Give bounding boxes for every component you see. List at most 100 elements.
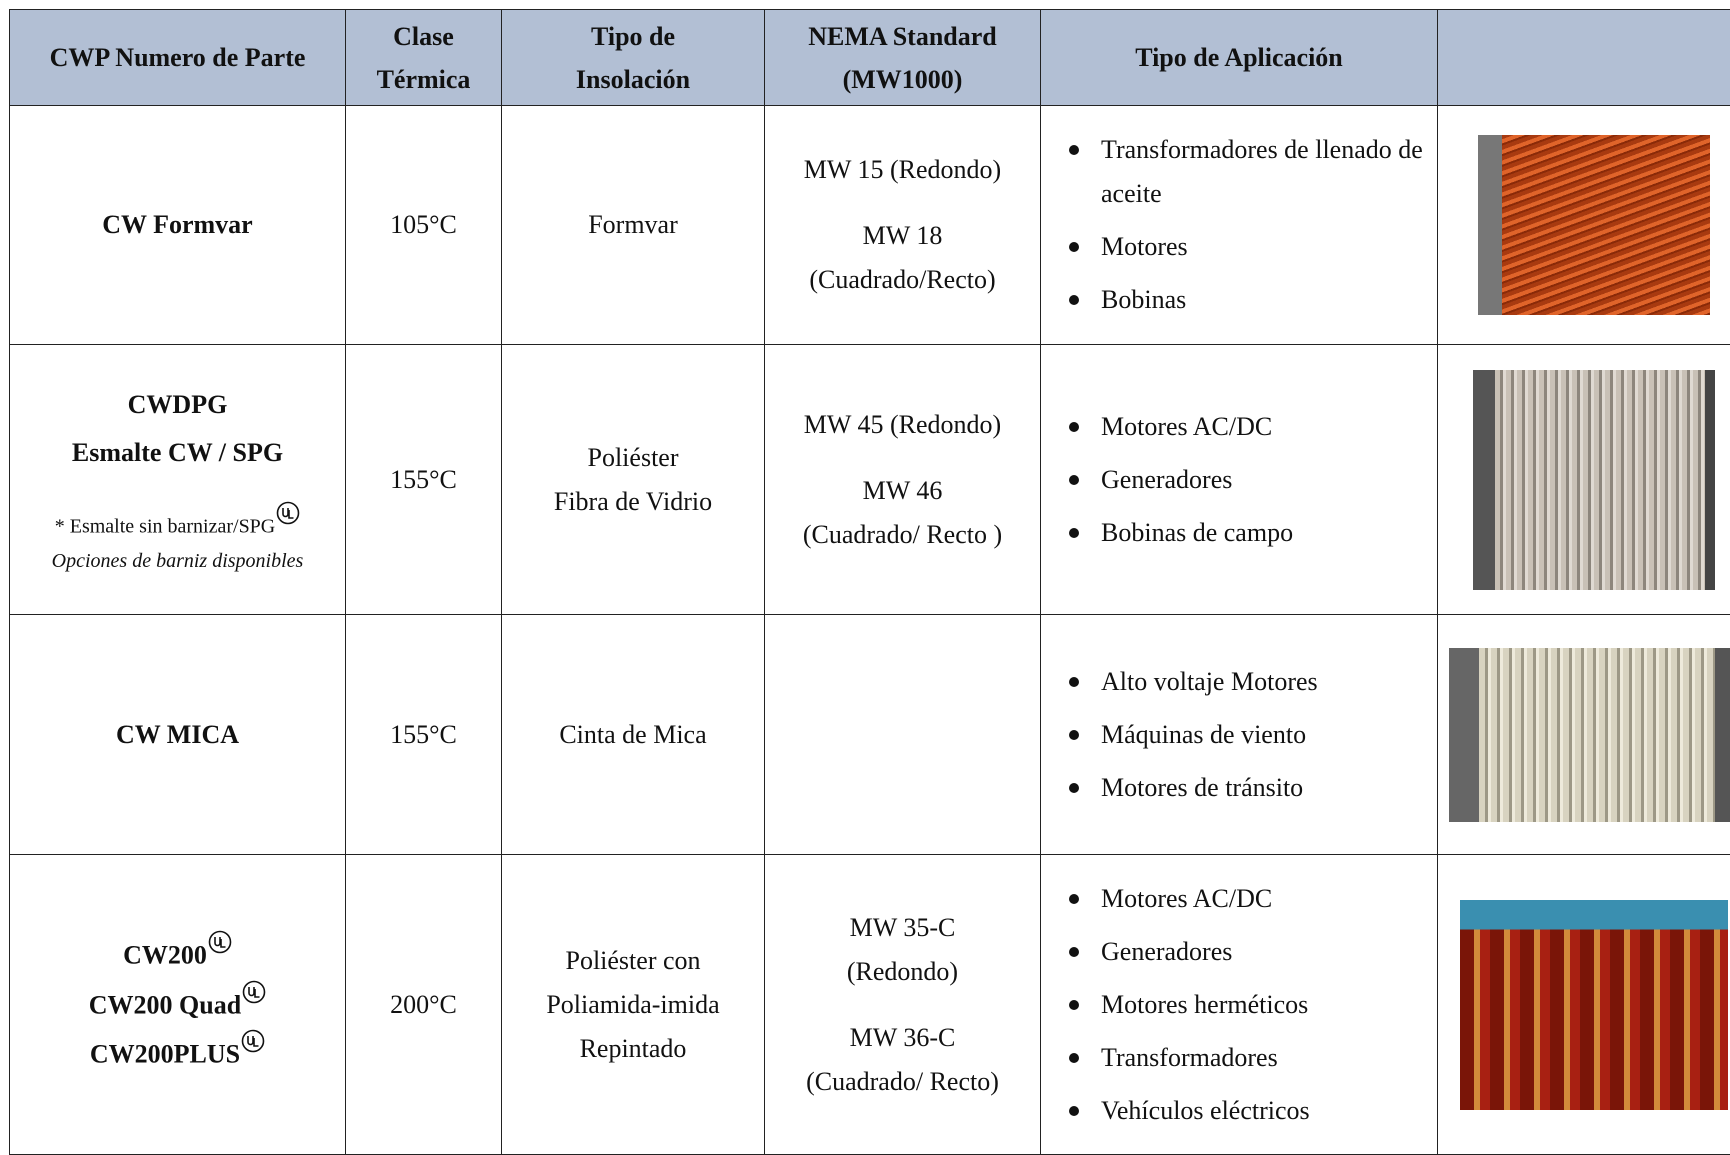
note-text: Opciones de barniz disponibles	[52, 550, 304, 572]
part-name: CW MICA	[116, 720, 239, 749]
application-item: Bobinas	[1069, 278, 1437, 322]
part-line: CW MICA	[10, 711, 345, 759]
photo-cell	[1438, 345, 1730, 615]
nema-line: (Cuadrado/Recto)	[765, 258, 1040, 302]
application-list: Transformadores de llenado de aceite Moto…	[1041, 128, 1437, 322]
header-text: Tipo de Aplicación	[1041, 36, 1437, 79]
application-item: Máquinas de viento	[1069, 713, 1437, 757]
thermal-class: 155°C	[346, 615, 502, 855]
ul-mark	[241, 1029, 265, 1053]
header-cell	[1438, 10, 1730, 106]
wire-photo	[1449, 648, 1730, 822]
header-text: Clase	[346, 15, 501, 58]
part-cell: CW Formvar	[10, 106, 346, 345]
header-cell: CWP Numero de Parte	[10, 10, 346, 106]
nema-group: MW 35-C(Redondo)	[765, 906, 1040, 994]
nema-group: MW 18(Cuadrado/Recto)	[765, 214, 1040, 302]
application-item: Motores AC/DC	[1069, 877, 1437, 921]
header-text: (MW1000)	[765, 58, 1040, 101]
application-item: Generadores	[1069, 930, 1437, 974]
thermal-class: 105°C	[346, 106, 502, 345]
part-name: CWDPG	[128, 390, 228, 419]
part-name: CW200 Quad	[89, 990, 241, 1019]
header-cell: NEMA Standard(MW1000)	[765, 10, 1041, 106]
insulation-line: Poliéster con	[502, 939, 764, 983]
insulation-line: Cinta de Mica	[502, 713, 764, 757]
part-name: CW200PLUS	[90, 1040, 240, 1069]
nema-line: MW 45 (Redondo)	[765, 403, 1040, 447]
insulation-line: Repintado	[502, 1027, 764, 1071]
application-item: Motores AC/DC	[1069, 405, 1437, 449]
application-cell: Motores AC/DC Generadores Bobinas de campo	[1041, 345, 1438, 615]
application-item: Generadores	[1069, 458, 1437, 502]
nema-group: MW 46(Cuadrado/ Recto )	[765, 469, 1040, 557]
nema-line: MW 18	[765, 214, 1040, 258]
part-line: CW200 Quad	[10, 980, 345, 1030]
wire-photo	[1460, 900, 1728, 1110]
table-row: CWDPG Esmalte CW / SPG * Esmalte sin barni…	[10, 345, 1730, 615]
nema-cell: MW 15 (Redondo) MW 18(Cuadrado/Recto)	[765, 106, 1041, 345]
part-cell: CW MICA	[10, 615, 346, 855]
application-item: Motores de tránsito	[1069, 766, 1437, 810]
part-line: Esmalte CW / SPG	[10, 429, 345, 477]
insulation-line: Fibra de Vidrio	[502, 480, 764, 524]
ul-mark	[208, 930, 232, 954]
header-text: Térmica	[346, 58, 501, 101]
part-cell: CWDPG Esmalte CW / SPG * Esmalte sin barni…	[10, 345, 346, 615]
header-text: NEMA Standard	[765, 15, 1040, 58]
application-item: Alto voltaje Motores	[1069, 660, 1437, 704]
header-text: Tipo de	[502, 15, 764, 58]
application-item: Bobinas de campo	[1069, 511, 1437, 555]
part-line: CW Formvar	[10, 201, 345, 249]
note-line: Opciones de barniz disponibles	[10, 544, 345, 578]
application-item: Vehículos eléctricos	[1069, 1089, 1437, 1133]
application-item: Transformadores	[1069, 1036, 1437, 1080]
nema-line: MW 15 (Redondo)	[765, 148, 1040, 192]
spacer	[10, 477, 345, 501]
nema-line: MW 46	[765, 469, 1040, 513]
application-item: Motores	[1069, 225, 1437, 269]
ul-mark	[242, 980, 266, 1004]
nema-group: MW 45 (Redondo)	[765, 403, 1040, 447]
photo-cell	[1438, 615, 1730, 855]
part-line: CW200	[10, 930, 345, 980]
nema-cell	[765, 615, 1041, 855]
part-name: Esmalte CW / SPG	[72, 438, 283, 467]
part-name: CW200	[123, 941, 207, 970]
wire-photo	[1478, 135, 1710, 315]
ul-mark	[276, 501, 300, 525]
nema-line: (Cuadrado/ Recto )	[765, 513, 1040, 557]
nema-line: (Cuadrado/ Recto)	[765, 1060, 1040, 1104]
nema-cell: MW 35-C(Redondo) MW 36-C(Cuadrado/ Recto)	[765, 855, 1041, 1155]
insulation-line: Poliéster	[502, 436, 764, 480]
nema-group: MW 36-C(Cuadrado/ Recto)	[765, 1016, 1040, 1104]
part-line: CW200PLUS	[10, 1029, 345, 1079]
note-line: * Esmalte sin barnizar/SPG	[10, 501, 345, 544]
application-list: Motores AC/DC Generadores Bobinas de campo	[1041, 405, 1437, 555]
nema-cell: MW 45 (Redondo) MW 46(Cuadrado/ Recto )	[765, 345, 1041, 615]
nema-line: MW 36-C	[765, 1016, 1040, 1060]
insulation-line: Poliamida-imida	[502, 983, 764, 1027]
insulation-cell: Cinta de Mica	[502, 615, 765, 855]
photo-cell	[1438, 855, 1730, 1155]
nema-group: MW 15 (Redondo)	[765, 148, 1040, 192]
insulation-line: Formvar	[502, 203, 764, 247]
photo-cell	[1438, 106, 1730, 345]
application-item: Transformadores de llenado de aceite	[1069, 128, 1437, 216]
wire-photo	[1473, 370, 1715, 590]
header-text: CWP Numero de Parte	[10, 36, 345, 79]
application-list: Alto voltaje Motores Máquinas de viento Mo…	[1041, 660, 1437, 810]
thermal-class: 155°C	[346, 345, 502, 615]
